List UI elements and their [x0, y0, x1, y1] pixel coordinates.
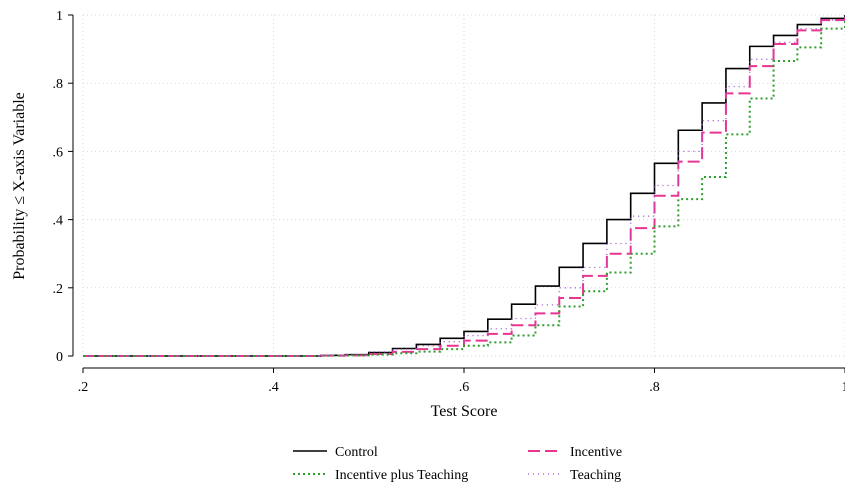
y-tick-label: .8: [53, 77, 64, 92]
grid-lines: [82, 14, 845, 357]
series-line-0: [83, 15, 845, 357]
x-tick-label: .6: [459, 380, 470, 395]
legend-item-3: Teaching: [528, 468, 621, 483]
x-axis-title: Test Score: [431, 403, 498, 420]
y-tick-label: .4: [53, 214, 64, 229]
y-tick-label: 1: [56, 9, 63, 24]
legend-label: Teaching: [570, 468, 621, 483]
axes: 0 .2 .4 .6 .8 1 .2 .4 .6 .8 1: [53, 9, 845, 395]
series-line-3: [83, 15, 845, 357]
legend-label: Control: [335, 445, 378, 460]
legend: Control Incentive plus Teaching Incentive T…: [293, 445, 622, 483]
legend-label: Incentive plus Teaching: [335, 468, 468, 483]
y-tick-label: .2: [53, 282, 64, 297]
x-tick-label: .2: [78, 380, 89, 395]
series-line-2: [83, 18, 845, 357]
series-layer: [83, 15, 845, 357]
legend-item-2: Incentive plus Teaching: [293, 468, 468, 483]
legend-item-0: Control: [293, 445, 378, 460]
y-axis-title: Probability ≤ X-axis Variable: [11, 92, 28, 280]
y-tick-label: .6: [53, 145, 64, 160]
x-tick-label: 1: [842, 380, 845, 395]
series-line-1: [83, 15, 845, 357]
x-tick-label: .4: [268, 380, 279, 395]
y-tick-label: 0: [56, 350, 63, 365]
x-tick-label: .8: [649, 380, 660, 395]
legend-label: Incentive: [570, 445, 622, 460]
legend-item-1: Incentive: [528, 445, 622, 460]
